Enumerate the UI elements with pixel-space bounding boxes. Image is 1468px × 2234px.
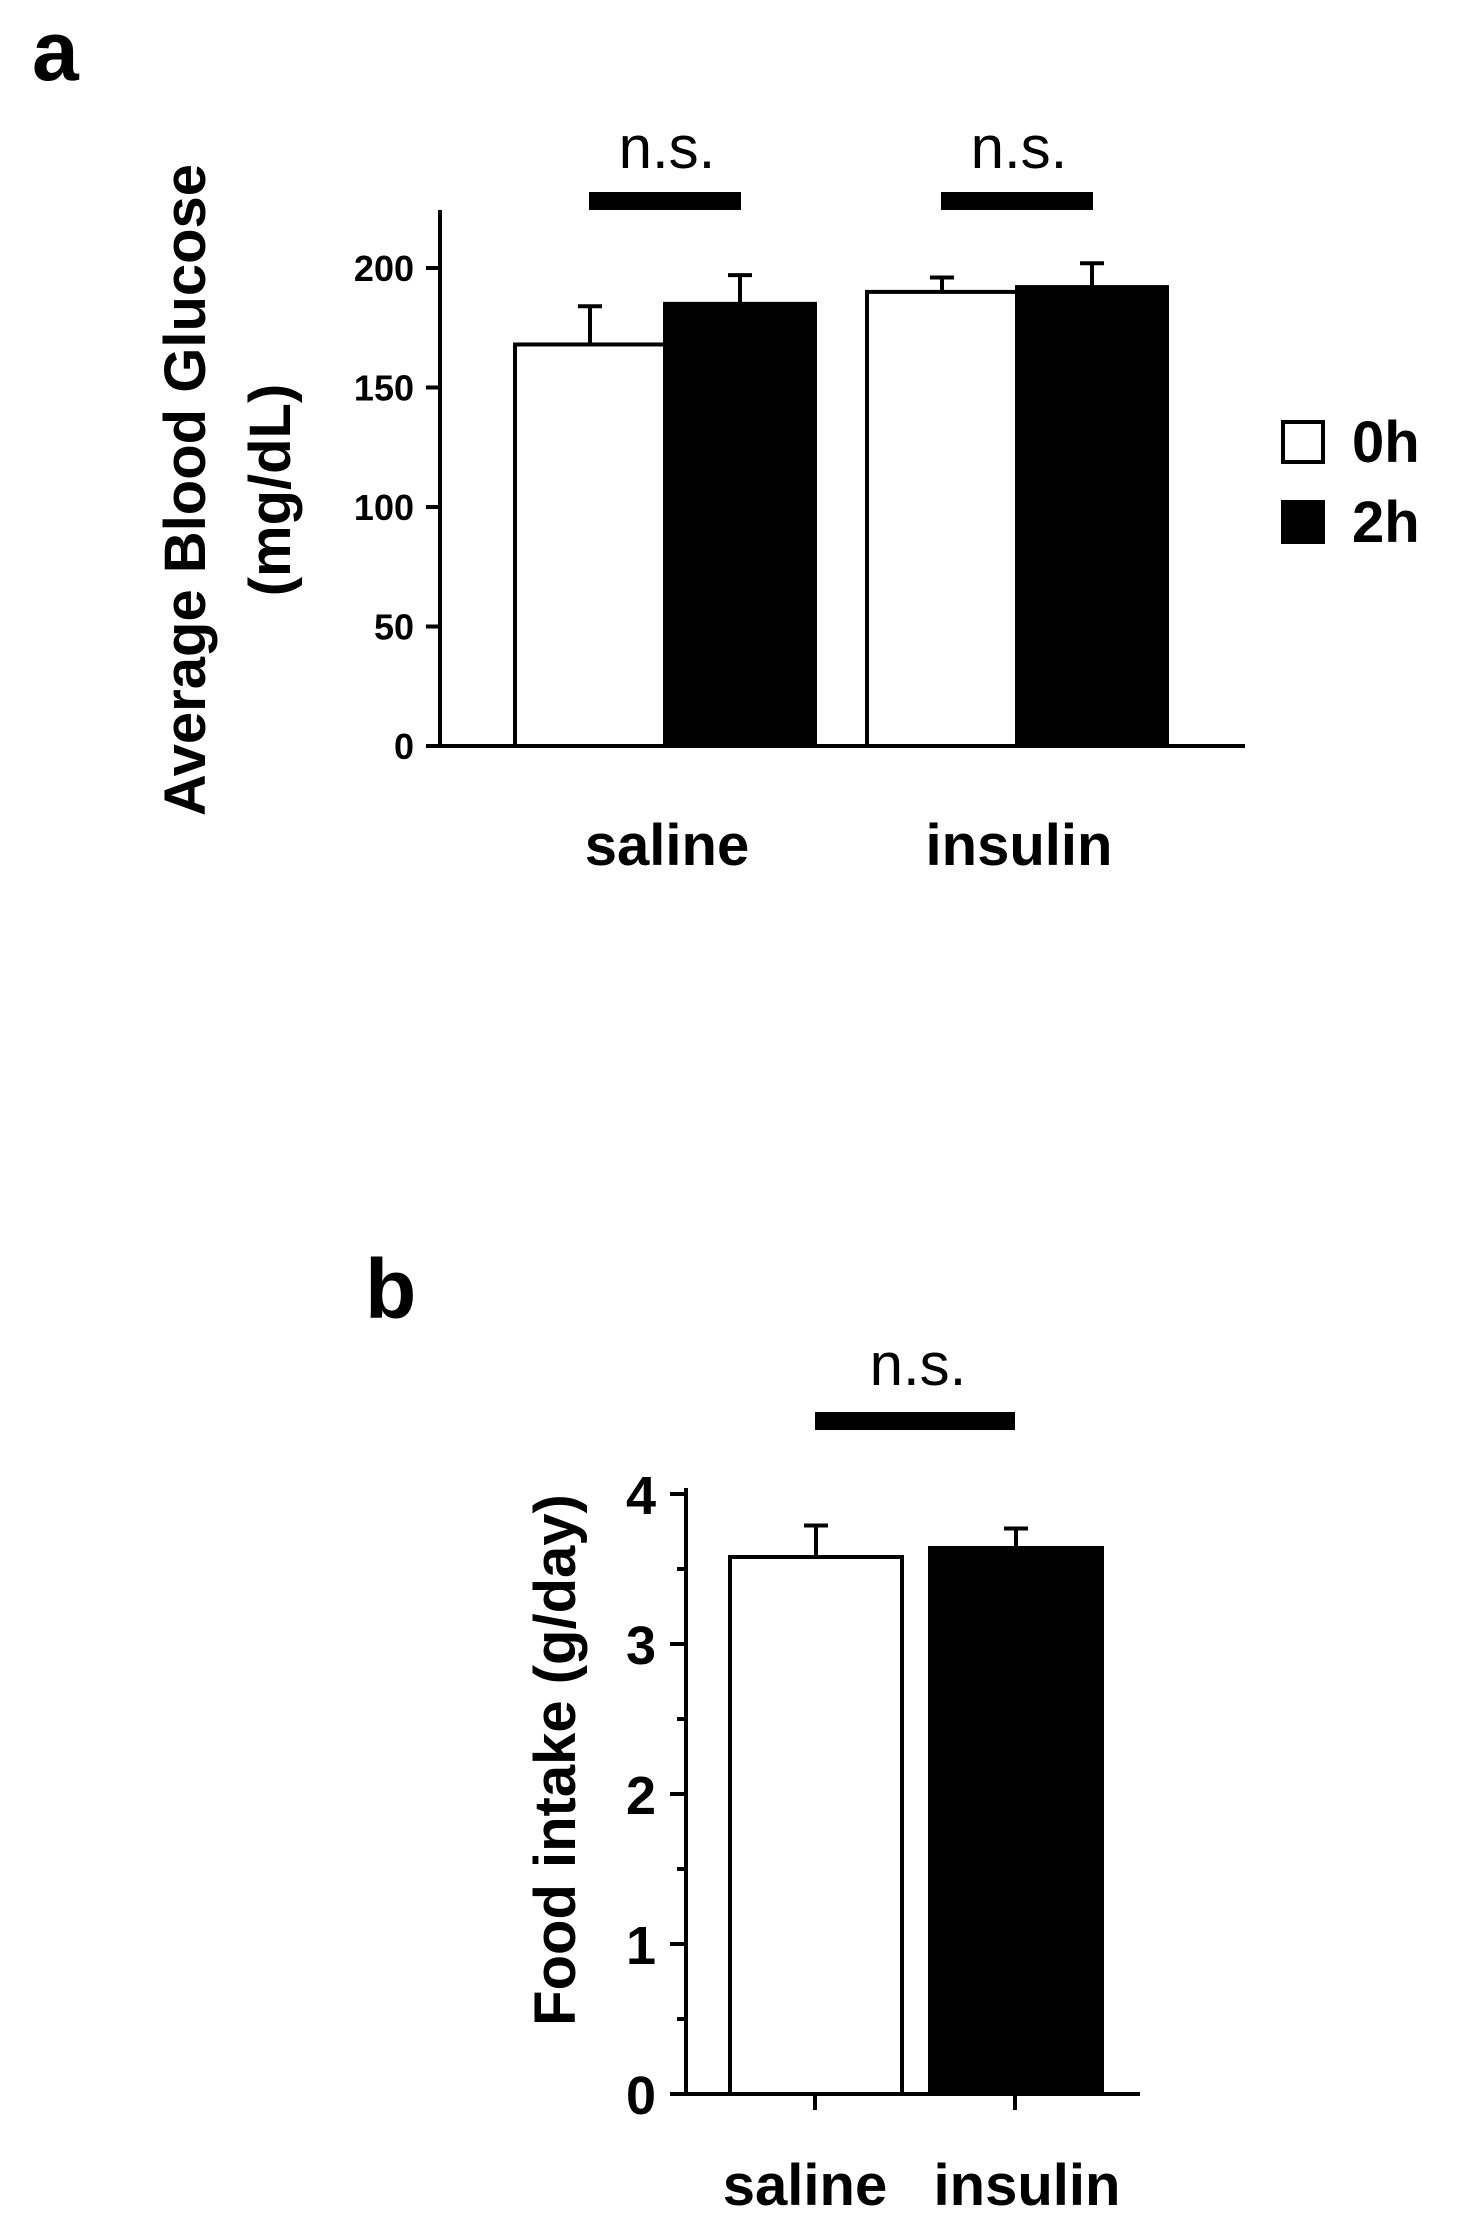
panel-a-y-tick-label: 150 bbox=[354, 368, 414, 409]
panel-b-y-axis-label: Food intake (g/day) bbox=[523, 1494, 588, 2026]
panel-a-legend-label-0h: 0h bbox=[1352, 410, 1420, 475]
panel-b-category-label: insulin bbox=[934, 2153, 1121, 2218]
panel-a-y-tick-label: 200 bbox=[354, 248, 414, 289]
panel-a: a 0 50 100 150 200 saline insulin n.s. n.s. Av… bbox=[32, 4, 1420, 878]
panel-b-bar-insulin bbox=[928, 1546, 1104, 2096]
panel-b-letter: b bbox=[365, 1242, 416, 1336]
panel-a-y-tick-label: 0 bbox=[394, 726, 414, 767]
panel-a-significance-bar bbox=[589, 192, 741, 210]
panel-b-significance-bar bbox=[815, 1412, 1015, 1430]
panel-a-y-axis-label-line1: Average Blood Glucose bbox=[153, 164, 218, 816]
panel-a-significance-label: n.s. bbox=[619, 114, 716, 181]
panel-a-legend-label-2h: 2h bbox=[1352, 490, 1420, 555]
panel-a-category-label: insulin bbox=[926, 813, 1113, 878]
panel-a-y-tick-label: 100 bbox=[354, 487, 414, 528]
panel-a-letter: a bbox=[32, 4, 80, 98]
panel-b-y-tick-label: 3 bbox=[626, 1616, 656, 1676]
panel-a-legend-swatch-0h bbox=[1281, 420, 1325, 464]
panel-a-bar-saline-0h bbox=[513, 342, 667, 748]
panel-b-y-tick-label: 0 bbox=[626, 2066, 656, 2126]
panel-a-significance-label: n.s. bbox=[971, 114, 1068, 181]
panel-a-bar-insulin-0h bbox=[865, 289, 1019, 748]
panel-b-y-tick-label: 4 bbox=[626, 1466, 656, 1526]
panel-a-category-label: saline bbox=[585, 813, 749, 878]
panel-a-legend-swatch-2h bbox=[1281, 500, 1325, 544]
panel-b-category-label: saline bbox=[723, 2153, 887, 2218]
panel-a-y-axis-label-line2: (mg/dL) bbox=[238, 384, 303, 597]
panel-a-bar-insulin-2h bbox=[1015, 285, 1169, 748]
panel-b-significance-label: n.s. bbox=[870, 1331, 967, 1398]
panel-b-y-tick-label: 1 bbox=[626, 1916, 656, 1976]
panel-a-significance-bar bbox=[941, 192, 1093, 210]
panel-a-y-tick-label: 50 bbox=[374, 607, 414, 648]
panel-b-bar-saline bbox=[728, 1555, 904, 2096]
panel-b: b 0 1 2 3 4 saline insulin n.s. Food intake (… bbox=[365, 1242, 1140, 2218]
panel-b-y-tick-label: 2 bbox=[626, 1766, 656, 1826]
panel-a-bar-saline-2h bbox=[663, 301, 817, 748]
